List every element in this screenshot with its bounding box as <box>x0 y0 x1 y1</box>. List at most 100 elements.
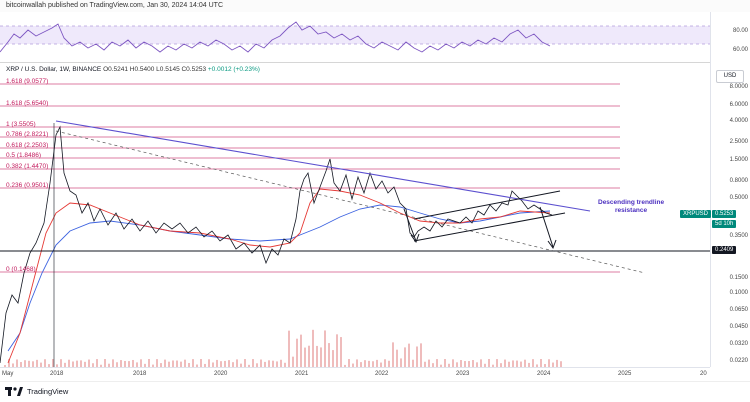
volume-bar <box>464 361 466 367</box>
volume-bar <box>360 362 362 367</box>
volume-bar <box>324 330 326 367</box>
volume-bar <box>428 359 430 367</box>
volume-bar <box>284 362 286 367</box>
volume-bar <box>524 359 526 367</box>
volume-bar <box>228 360 230 367</box>
volume-bar <box>484 363 486 367</box>
volume-bar <box>188 363 190 367</box>
price-pane[interactable] <box>0 63 710 367</box>
volume-bar <box>220 361 222 367</box>
volume-bar <box>480 359 482 367</box>
volume-bar <box>116 362 118 367</box>
volume-bar <box>500 363 502 367</box>
volume-bar <box>172 360 174 367</box>
volume-bar <box>388 360 390 367</box>
price-tick: 0.0650 <box>729 307 748 313</box>
volume-bar <box>548 359 550 367</box>
volume-bar <box>88 359 90 367</box>
fib-label: 0 (0.1468) <box>6 266 36 273</box>
volume-bar <box>340 337 342 367</box>
publisher-text: bitcoinwallah published on TradingView.c… <box>6 2 224 9</box>
price-line <box>0 125 553 364</box>
volume-bar <box>16 359 18 367</box>
volume-bars <box>4 329 562 367</box>
volume-bar <box>164 359 166 367</box>
price-tick: 6.0000 <box>729 102 748 108</box>
volume-bar <box>216 359 218 367</box>
volume-bar <box>208 359 210 367</box>
dashed-trendline <box>55 130 646 274</box>
volume-bar <box>120 360 122 367</box>
time-tick: 2021 <box>295 371 309 377</box>
volume-bar <box>396 349 398 367</box>
tradingview-logo[interactable]: TradingView <box>5 386 68 396</box>
volume-bar <box>496 359 498 367</box>
volume-bar <box>8 359 10 367</box>
volume-bar <box>12 363 14 367</box>
price-tick: 0.5000 <box>729 195 748 201</box>
legend-symbol: XRP / U.S. Dollar, 1W, BINANCE <box>6 66 102 73</box>
volume-bar <box>352 363 354 367</box>
ma-red-line <box>7 188 551 364</box>
fib-label: 0.382 (1.4470) <box>6 163 49 170</box>
volume-bar <box>64 362 66 367</box>
price-axis[interactable]: 80.00 60.00 8.0000 6.0000 4.0000 2.5000 … <box>710 12 750 367</box>
volume-bar <box>392 342 394 367</box>
volume-bar <box>476 362 478 367</box>
fibonacci-levels <box>0 83 620 273</box>
arrow-right-head <box>547 239 557 250</box>
time-tick: 2024 <box>537 371 551 377</box>
volume-bar <box>108 363 110 367</box>
time-axis[interactable]: May 2018 2018 2020 2021 2022 2023 2024 2… <box>0 367 710 382</box>
arrow-left-shaft <box>403 208 417 242</box>
channel-lower-line <box>413 212 566 242</box>
volume-bar <box>456 362 458 367</box>
volume-bar <box>288 330 290 367</box>
level-badge: 0.2409 <box>712 246 737 254</box>
annotation-line-2: resistance <box>614 207 648 214</box>
volume-bar <box>532 359 534 367</box>
fib-label: 1 (3.5505) <box>6 121 36 128</box>
price-tick: 0.0450 <box>729 324 748 330</box>
volume-bar <box>332 350 334 367</box>
volume-bar <box>192 359 194 367</box>
rsi-svg <box>0 21 710 53</box>
countdown-badge: 5d 10h <box>712 220 737 228</box>
volume-bar <box>400 358 402 367</box>
rsi-pane[interactable] <box>0 12 710 63</box>
volume-bar <box>152 364 154 367</box>
volume-bar <box>68 359 70 367</box>
time-tick: 2023 <box>456 371 470 377</box>
volume-bar <box>528 362 530 367</box>
rsi-line <box>0 21 551 53</box>
volume-bar <box>308 345 310 367</box>
volume-bar <box>492 364 494 367</box>
volume-bar <box>436 359 438 367</box>
volume-bar <box>316 345 318 367</box>
volume-bar <box>468 361 470 367</box>
volume-bar <box>80 360 82 367</box>
fib-label: 1.618 (9.0577) <box>6 78 49 85</box>
volume-bar <box>264 361 266 367</box>
volume-bar <box>412 359 414 367</box>
price-tick: 4.0000 <box>729 118 748 124</box>
volume-bar <box>520 361 522 367</box>
volume-bar <box>336 334 338 367</box>
volume-bar <box>236 359 238 367</box>
volume-bar <box>252 359 254 367</box>
time-tick: 2018 <box>133 371 147 377</box>
volume-bar <box>160 363 162 367</box>
footer <box>0 381 750 402</box>
volume-bar <box>304 347 306 367</box>
volume-bar <box>508 361 510 367</box>
price-tick: 0.1000 <box>729 290 748 296</box>
currency-button[interactable]: USD <box>716 70 744 83</box>
time-tick: 2025 <box>618 371 632 377</box>
volume-bar <box>144 363 146 367</box>
fib-label: 1.618 (5.6540) <box>6 100 49 107</box>
volume-bar <box>24 360 26 367</box>
volume-bar <box>376 359 378 367</box>
time-tick: 2022 <box>375 371 389 377</box>
volume-bar <box>196 364 198 367</box>
volume-bar <box>48 364 50 367</box>
